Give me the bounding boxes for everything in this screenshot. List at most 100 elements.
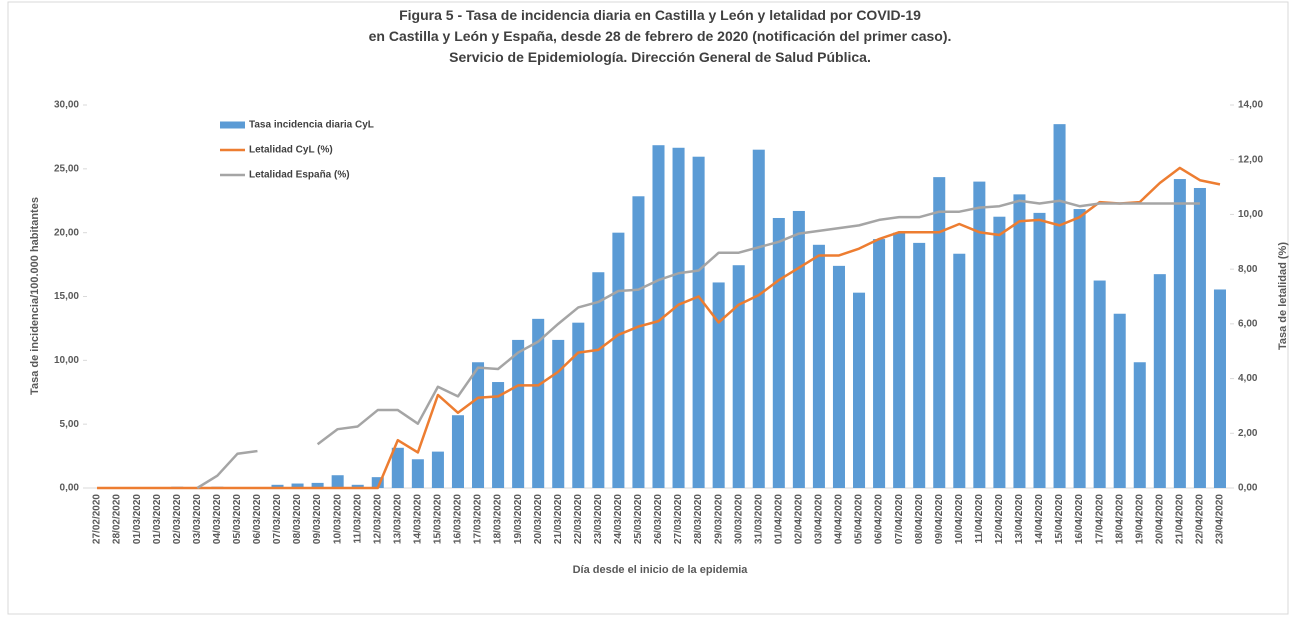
bar [933, 177, 946, 489]
x-tick-label: 01/04/2020 [773, 494, 784, 544]
bar [853, 292, 866, 488]
x-tick-label: 17/03/2020 [473, 494, 484, 544]
x-axis-title: Día desde el inicio de la epidemia [573, 564, 749, 576]
bar [572, 322, 585, 488]
bar [692, 156, 705, 488]
x-tick-label: 19/04/2020 [1134, 494, 1145, 544]
y2-tick-label: 2,00 [1238, 428, 1258, 439]
x-tick-label: 18/03/2020 [493, 494, 504, 544]
x-tick-label: 03/03/2020 [192, 494, 203, 544]
bar [792, 210, 805, 489]
x-tick-label: 11/04/2020 [974, 494, 985, 544]
x-tick-label: 05/04/2020 [854, 494, 865, 544]
chart-title: en Castilla y León y España, desde 28 de… [369, 28, 952, 44]
legend-swatch [220, 121, 245, 129]
x-tick-label: 04/04/2020 [834, 494, 845, 544]
bar [411, 459, 424, 488]
x-tick-label: 22/04/2020 [1195, 494, 1206, 544]
x-tick-label: 13/04/2020 [1014, 494, 1025, 544]
x-tick-label: 06/04/2020 [874, 494, 885, 544]
y2-tick-label: 4,00 [1238, 373, 1258, 384]
x-tick-label: 23/04/2020 [1215, 494, 1226, 544]
bar [893, 232, 906, 488]
bar [993, 216, 1006, 489]
x-tick-label: 18/04/2020 [1114, 494, 1125, 544]
bar [953, 253, 966, 488]
bar [1153, 274, 1166, 488]
bar [752, 149, 765, 488]
bar [512, 339, 525, 488]
y-tick-label: 30,00 [54, 100, 79, 111]
x-tick-label: 07/04/2020 [894, 494, 905, 544]
x-tick-label: 09/04/2020 [934, 494, 945, 544]
bar [271, 484, 284, 488]
bar [311, 482, 324, 488]
bar [652, 145, 665, 488]
x-tick-label: 23/03/2020 [593, 494, 604, 544]
bar [712, 282, 725, 488]
bar [1093, 280, 1106, 488]
y-tick-label: 25,00 [54, 163, 79, 174]
bar [612, 232, 625, 488]
x-tick-label: 04/03/2020 [212, 494, 223, 544]
bar [371, 477, 384, 488]
y2-axis-title: Tasa de letalidad (%) [1277, 242, 1289, 350]
y-tick-label: 15,00 [54, 291, 79, 302]
x-tick-label: 19/03/2020 [513, 494, 524, 544]
x-tick-label: 24/03/2020 [613, 494, 624, 544]
bar [873, 239, 886, 488]
x-tick-label: 30/03/2020 [733, 494, 744, 544]
x-tick-label: 28/03/2020 [693, 494, 704, 544]
x-tick-label: 01/03/2020 [152, 494, 163, 544]
x-tick-label: 10/03/2020 [332, 494, 343, 544]
x-tick-label: 08/04/2020 [914, 494, 925, 544]
y2-tick-label: 0,00 [1238, 483, 1258, 494]
y2-tick-label: 10,00 [1238, 209, 1263, 220]
x-tick-label: 09/03/2020 [312, 494, 323, 544]
x-tick-label: 15/04/2020 [1054, 494, 1065, 544]
x-tick-label: 01/03/2020 [132, 494, 143, 544]
bar [832, 265, 845, 488]
bar [1193, 187, 1206, 488]
x-tick-label: 03/04/2020 [814, 494, 825, 544]
x-tick-label: 07/03/2020 [272, 494, 283, 544]
x-tick-label: 17/04/2020 [1094, 494, 1105, 544]
x-tick-label: 10/04/2020 [954, 494, 965, 544]
bar [1113, 313, 1126, 488]
x-tick-label: 26/03/2020 [653, 494, 664, 544]
x-tick-label: 05/03/2020 [232, 494, 243, 544]
x-tick-label: 21/04/2020 [1175, 494, 1186, 544]
bar [592, 272, 605, 488]
legend-label: Letalidad CyL (%) [249, 145, 333, 156]
chart-title: Servicio de Epidemiología. Dirección Gen… [449, 49, 871, 65]
bar [772, 217, 785, 489]
bar [1013, 194, 1026, 488]
bar [1213, 289, 1226, 488]
x-tick-label: 12/03/2020 [372, 494, 383, 544]
x-tick-label: 16/03/2020 [453, 494, 464, 544]
bar [472, 362, 485, 488]
bar [632, 196, 645, 488]
x-tick-label: 29/03/2020 [713, 494, 724, 544]
bar [532, 318, 545, 488]
bar [492, 382, 505, 488]
chart-title: Figura 5 - Tasa de incidencia diaria en … [399, 7, 921, 23]
x-tick-label: 12/04/2020 [994, 494, 1005, 544]
x-tick-label: 02/03/2020 [172, 494, 183, 544]
x-tick-label: 21/03/2020 [553, 494, 564, 544]
legend-label: Letalidad España (%) [249, 170, 350, 181]
x-tick-label: 15/03/2020 [433, 494, 444, 544]
x-tick-label: 16/04/2020 [1074, 494, 1085, 544]
line [97, 166, 1221, 490]
y-tick-label: 5,00 [60, 419, 80, 430]
x-tick-label: 02/04/2020 [794, 494, 805, 544]
bar [1053, 124, 1066, 489]
y2-tick-label: 12,00 [1238, 154, 1263, 165]
line [196, 199, 1200, 490]
bar [1073, 209, 1086, 488]
x-tick-label: 25/03/2020 [633, 494, 644, 544]
bar [1033, 212, 1046, 488]
bar [973, 181, 986, 488]
y2-tick-label: 6,00 [1238, 318, 1258, 329]
bar [451, 415, 464, 488]
